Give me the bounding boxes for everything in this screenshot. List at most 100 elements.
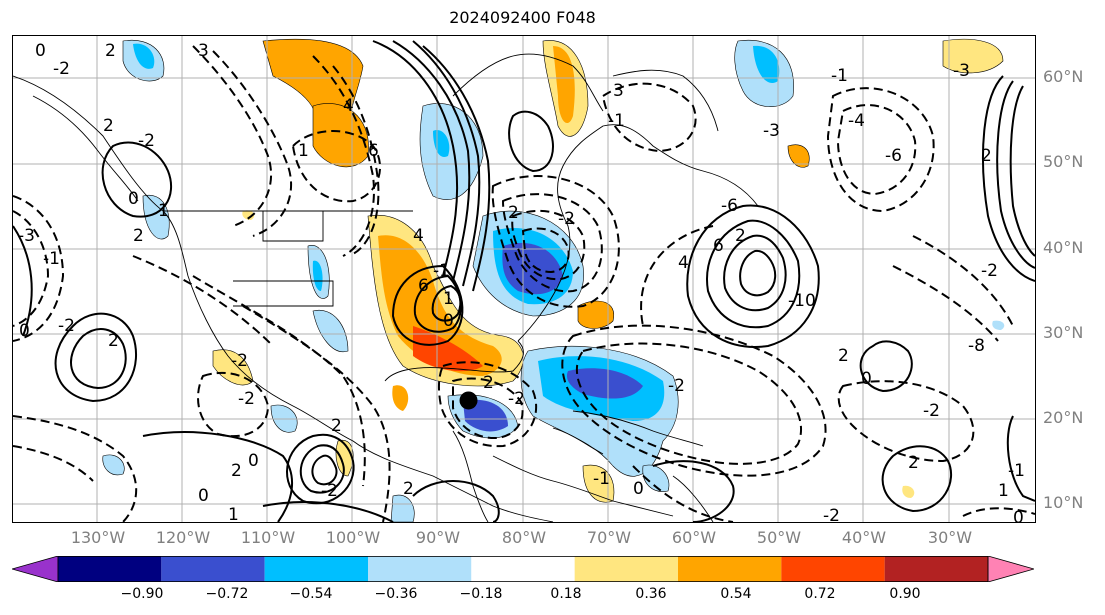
- colorbar-box: [368, 556, 472, 582]
- contour-label: -2: [53, 59, 70, 79]
- positive-anomaly-patch: [378, 235, 502, 376]
- contour-label: -1: [1008, 461, 1025, 481]
- lon-label: 40°W: [841, 528, 887, 547]
- contour-label: -2: [508, 389, 525, 409]
- contour-label: 3: [198, 41, 209, 61]
- negative-anomaly-patch: [133, 43, 155, 69]
- positive-anomaly-patch: [787, 144, 810, 168]
- contour-label: 4: [343, 96, 354, 116]
- lat-label: 20°N: [1043, 408, 1084, 427]
- lon-label: 70°W: [586, 528, 632, 547]
- colorbar-tick: −0.54: [289, 586, 333, 602]
- contour-label: 2: [981, 146, 992, 166]
- lat-label: 10°N: [1043, 493, 1084, 512]
- contour-label: 1: [228, 505, 239, 522]
- contour-label: -2: [321, 481, 338, 501]
- lon-label: 80°W: [501, 528, 547, 547]
- contour-label: 4: [413, 226, 424, 246]
- lat-label: 30°N: [1043, 323, 1084, 342]
- positive-anomaly-patch: [413, 326, 483, 372]
- contour-label: -4: [848, 111, 865, 131]
- negative-contours: [13, 45, 1035, 522]
- contour-label: -2: [58, 316, 75, 336]
- colorbar-tick: 0.90: [889, 586, 921, 602]
- contour-label: 2: [735, 226, 746, 246]
- contour-label: -2: [981, 261, 998, 281]
- contour-label: 2: [108, 331, 119, 351]
- contour-label: 0: [443, 311, 454, 331]
- colorbar-tick: 0.18: [550, 586, 582, 602]
- contour-label: -2: [558, 209, 575, 229]
- map-canvas: 0 2 3 -2 4 6 2 -2 3 -1 1 -3 0 1 -1 2 0 -…: [13, 36, 1035, 522]
- negative-anomaly-patch: [102, 454, 125, 476]
- positive-anomaly-patch: [242, 210, 255, 220]
- contour-label: -2: [923, 401, 940, 421]
- negative-anomaly-patch: [566, 368, 643, 399]
- colorbar-tick: 0.54: [720, 586, 752, 602]
- colorbar-box: [781, 556, 885, 582]
- negative-anomaly-patch: [312, 309, 349, 353]
- contour-labels: 0 2 3 -2 4 6 2 -2 3 -1 1 -3 0 1 -1 2 0 -…: [18, 41, 1025, 522]
- colorbar-tick: −0.18: [459, 586, 503, 602]
- contour-label: 1: [158, 201, 169, 221]
- negative-anomaly-patch: [312, 260, 323, 291]
- contour-label: -8: [968, 336, 985, 356]
- contour-label: 6: [368, 141, 379, 161]
- contour-label: 1: [298, 141, 309, 161]
- colorbar-box: [161, 556, 265, 582]
- contour-label: -3: [763, 121, 780, 141]
- colorbar-box: [264, 556, 368, 582]
- contour-label: 2: [908, 453, 919, 473]
- contour-label: 3: [613, 81, 624, 101]
- contour-label: 2: [403, 479, 414, 499]
- negative-anomaly-patch: [419, 103, 484, 200]
- contour-label: -6: [721, 196, 738, 216]
- map-title: 2024092400 F048: [449, 8, 596, 27]
- colorbar-tick: −0.72: [205, 586, 249, 602]
- contour-label: 2: [331, 416, 342, 436]
- lon-label: 130°W: [70, 528, 126, 547]
- contour-label: -2: [231, 351, 248, 371]
- positive-anomaly-patch: [392, 385, 409, 411]
- negative-anomaly-patch: [642, 464, 670, 492]
- colorbar-box: [884, 556, 988, 582]
- contour-label: 0: [35, 41, 46, 61]
- positive-anomaly-patch: [553, 46, 575, 124]
- positive-contours: [13, 40, 1035, 522]
- lon-label: 50°W: [756, 528, 802, 547]
- contour-label: 2: [508, 203, 519, 223]
- contour-label: 6: [713, 236, 724, 256]
- contour-label: -2: [823, 506, 840, 522]
- contour-label: -6: [885, 146, 902, 166]
- contour-label: 2: [231, 461, 242, 481]
- storm-center-marker[interactable]: [459, 391, 478, 410]
- contour-label: -1: [433, 261, 450, 281]
- contour-label: 2: [133, 226, 144, 246]
- colorbar-tick: 0.36: [635, 586, 667, 602]
- contour-label: -1: [831, 66, 848, 86]
- contour-label: -2: [238, 389, 255, 409]
- contour-label: 0: [861, 369, 872, 389]
- contour-label: 0: [198, 486, 209, 506]
- contour-label: 0: [633, 479, 644, 499]
- lon-label: 90°W: [415, 528, 461, 547]
- colorbar: [12, 556, 1034, 582]
- lat-label: 40°N: [1043, 238, 1084, 257]
- colorbar-tick: 0.72: [804, 586, 836, 602]
- contour-label: 1: [998, 481, 1009, 501]
- contour-label: 2: [105, 41, 116, 61]
- positive-anomaly-patch: [312, 103, 369, 168]
- negative-anomaly-patch: [142, 194, 170, 240]
- lat-label: 50°N: [1043, 152, 1084, 171]
- contour-label: -1: [608, 111, 625, 131]
- contour-label: -2: [138, 131, 155, 151]
- contour-label: 6: [418, 276, 429, 296]
- map-panel[interactable]: 0 2 3 -2 4 6 2 -2 3 -1 1 -3 0 1 -1 2 0 -…: [12, 35, 1036, 523]
- colorbar-box: [678, 556, 782, 582]
- colorbar-box: [471, 556, 575, 582]
- contour-label: 1: [443, 289, 454, 309]
- colorbar-tick: −0.90: [120, 586, 164, 602]
- negative-anomaly-patch: [463, 399, 508, 432]
- colorbar-outline: [57, 556, 989, 582]
- contour-label: -2: [668, 376, 685, 396]
